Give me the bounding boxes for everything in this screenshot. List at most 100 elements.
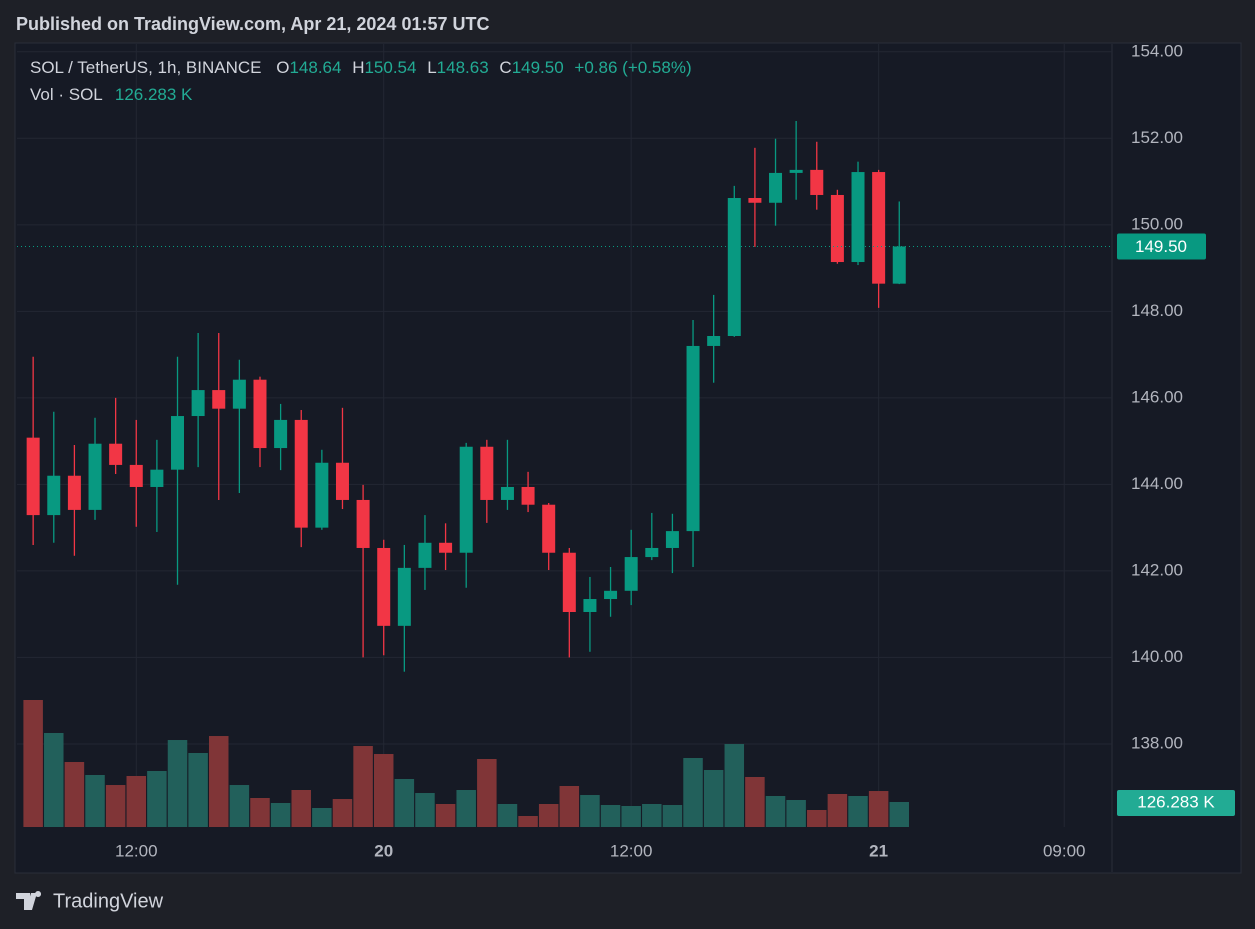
volume-bar <box>642 803 662 827</box>
candle-body <box>500 486 514 500</box>
volume-bar <box>291 789 311 827</box>
candle-body <box>294 419 308 528</box>
x-tick-label: 12:00 <box>610 841 653 860</box>
volume-bar <box>724 744 745 827</box>
symbol: SOL / TetherUS, 1h, BINANCE <box>30 58 261 77</box>
candle-body <box>47 475 61 516</box>
legend-key: C <box>499 58 511 77</box>
x-tick-label: 09:00 <box>1043 841 1086 860</box>
volume-bar <box>229 785 250 827</box>
candle-body <box>356 499 370 548</box>
volume-bar <box>23 700 43 827</box>
volume-bar <box>353 746 373 827</box>
candle-body <box>418 542 432 568</box>
volume-bar <box>208 736 229 827</box>
candle-body <box>707 336 721 346</box>
candle-body <box>583 599 597 612</box>
volume-bar <box>85 774 105 827</box>
volume-bar <box>580 795 600 827</box>
candle-body <box>335 462 349 500</box>
legend: SOL / TetherUS, 1h, BINANCE O148.64 H150… <box>30 58 692 77</box>
volume-bar <box>456 789 476 827</box>
brand: TradingView <box>53 890 164 912</box>
candle-body <box>191 390 205 417</box>
volume-bar <box>126 776 147 827</box>
volume-bar <box>332 799 353 827</box>
candle-body <box>459 446 473 553</box>
volume-bar <box>250 797 270 827</box>
candle-body <box>377 547 391 626</box>
volume-bar <box>105 785 126 827</box>
volume-box-label: 126.283 K <box>1137 792 1215 811</box>
volume-box <box>1117 789 1235 816</box>
x-tick-label: 21 <box>869 841 888 860</box>
header: Published on TradingView.com, Apr 21, 20… <box>16 14 489 34</box>
volume-bar <box>518 815 538 827</box>
volume-bar <box>559 785 580 827</box>
candles <box>26 121 906 672</box>
candle-body <box>67 475 81 510</box>
candle-body <box>769 172 783 203</box>
candle-body <box>274 419 288 449</box>
legend-key: L <box>427 58 436 77</box>
y-tick-label: 152.00 <box>1131 128 1183 147</box>
volume-bar <box>786 799 806 827</box>
volume-bar <box>848 795 868 827</box>
candle-body <box>212 390 226 409</box>
volume-bar <box>703 770 724 827</box>
candle-body <box>851 172 865 263</box>
candle-body <box>830 194 844 263</box>
volume-bar <box>188 752 208 827</box>
candle-body <box>439 542 453 553</box>
volume-bar <box>827 793 848 827</box>
volume-bar <box>394 778 415 827</box>
candle-body <box>562 552 576 612</box>
candle-body <box>892 246 906 284</box>
candle-body <box>253 379 267 449</box>
candle-body <box>542 504 556 553</box>
volume-bar <box>600 805 621 827</box>
volume-bar <box>807 809 827 827</box>
volume-bar <box>497 803 518 827</box>
volume-bar <box>538 803 559 827</box>
legend-high: 150.54 <box>364 58 416 77</box>
volume-bar <box>683 758 703 827</box>
last-price-box <box>1117 233 1206 260</box>
volume-bar <box>415 793 435 827</box>
candle-body <box>521 486 535 505</box>
chart-frame <box>14 42 1242 874</box>
candle-body <box>645 547 659 558</box>
legend-low: 148.63 <box>437 58 489 77</box>
candle-body <box>88 443 102 510</box>
volume-bar <box>435 803 456 827</box>
volume-bar <box>373 754 394 827</box>
legend-key: O <box>276 58 289 77</box>
volume-bar <box>64 762 85 827</box>
volume-bar <box>868 791 889 827</box>
volume-bar <box>745 776 765 827</box>
y-tick-label: 144.00 <box>1131 474 1183 493</box>
y-tick-label: 142.00 <box>1131 560 1183 579</box>
volume-bar <box>270 803 291 827</box>
candle-body <box>232 379 246 409</box>
candle-body <box>397 567 411 626</box>
y-tick-label: 154.00 <box>1131 41 1183 60</box>
candle-body <box>810 169 824 195</box>
candle-body <box>109 443 123 465</box>
legend-change: +0.86 (+0.58%) <box>574 58 691 77</box>
candle-body <box>150 469 164 487</box>
legend-open: 148.64 <box>289 58 341 77</box>
volume-bar <box>621 805 641 827</box>
candle-body <box>872 172 886 284</box>
candle-body <box>789 169 803 173</box>
volume-bar <box>312 807 332 827</box>
candle-body <box>315 462 329 528</box>
volume-value: 126.283 K <box>115 85 193 104</box>
y-tick-label: 140.00 <box>1131 647 1183 666</box>
volume-bar <box>662 805 683 827</box>
candle-body <box>665 531 679 548</box>
volume-title: Vol · SOL <box>30 85 102 104</box>
candle-body <box>171 416 185 470</box>
